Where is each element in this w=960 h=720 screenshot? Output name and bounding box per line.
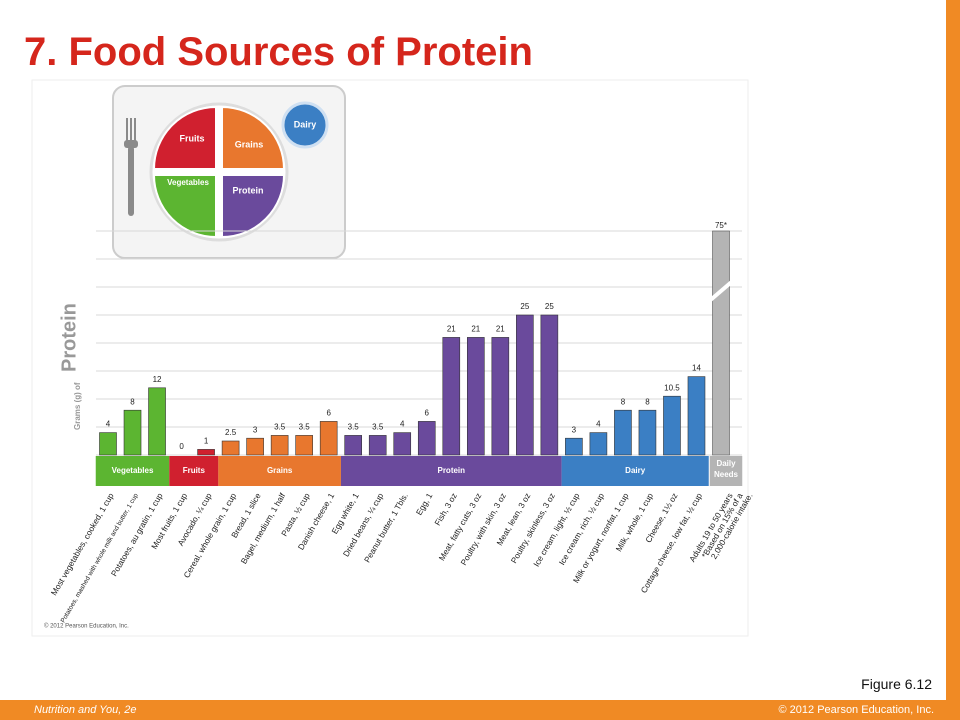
plate-dairy (281, 101, 329, 149)
group-band (169, 456, 219, 486)
bar (614, 409, 632, 456)
footer-left: Nutrition and You, 2e (34, 704, 137, 716)
plate-label: Grains (235, 139, 264, 149)
value-label: 3.5 (274, 423, 286, 432)
bar (663, 395, 681, 456)
value-label: 3.5 (299, 423, 311, 432)
bar (687, 376, 706, 456)
side-stripe (946, 0, 960, 700)
group-band (340, 456, 562, 486)
value-label: 0 (179, 442, 184, 451)
plate (149, 102, 289, 242)
y-axis-label: Protein (58, 303, 80, 372)
plate-grains (221, 105, 286, 170)
footer-right: © 2012 Pearson Education, Inc. (778, 704, 934, 716)
value-label: 6 (425, 409, 430, 418)
bar (516, 314, 534, 456)
bar (246, 437, 264, 456)
value-label: 4 (106, 420, 111, 429)
value-label: 21 (471, 325, 480, 334)
group-band (561, 456, 709, 486)
value-label: 4 (400, 420, 405, 429)
group-band (709, 456, 743, 486)
value-label: 8 (645, 397, 650, 406)
value-label: 21 (447, 325, 456, 334)
bar (295, 435, 313, 456)
myplate: Fruits Grains Vegetables Protein Dairy (112, 85, 346, 259)
value-label: 8 (130, 397, 135, 406)
group-label: Protein (437, 466, 465, 475)
group-label: Grains (267, 466, 293, 475)
value-label: 4 (596, 420, 601, 429)
value-label: 8 (621, 397, 626, 406)
bar (442, 337, 461, 456)
bar (221, 440, 240, 456)
value-label: 25 (520, 302, 529, 311)
bar (368, 435, 387, 456)
plate-protein (221, 174, 286, 239)
plate-label: Fruits (179, 133, 204, 143)
figure-label: Figure 6.12 (861, 676, 932, 692)
value-label: 25 (545, 302, 554, 311)
group-label: Vegetables (112, 466, 154, 475)
bar (123, 409, 142, 456)
bar (712, 230, 730, 456)
value-label: 3 (572, 425, 577, 434)
value-label: 14 (692, 364, 701, 373)
group-label: Fruits (183, 466, 206, 475)
plate-label: Protein (232, 185, 263, 195)
bar (417, 421, 436, 456)
chart: Fruits Grains Vegetables Protein Dairy ©… (31, 79, 755, 637)
axis-break (709, 280, 733, 302)
value-label: 10.5 (664, 383, 680, 392)
value-label: 3.5 (372, 423, 384, 432)
plate-label: Vegetables (167, 178, 209, 187)
group-label: Dairy (625, 466, 646, 475)
group-band (95, 456, 170, 486)
value-label: 12 (153, 375, 162, 384)
value-label: 6 (326, 409, 331, 418)
value-label: 3.5 (348, 423, 360, 432)
bar (99, 432, 117, 456)
group-label: Daily Needs (713, 459, 738, 479)
y-axis-label: Grams (g) of (73, 382, 82, 430)
bar (638, 409, 657, 456)
bar (344, 435, 363, 456)
bar (540, 314, 559, 456)
bar (589, 432, 608, 456)
value-label: 21 (496, 325, 505, 334)
plate-vegetables (152, 174, 217, 239)
value-label: 75* (715, 221, 727, 230)
bar (565, 437, 583, 456)
bar (466, 337, 485, 456)
value-label: 1 (204, 437, 209, 446)
chart-credit: © 2012 Pearson Education, Inc. (44, 623, 129, 630)
fork (124, 118, 138, 216)
bar (491, 337, 510, 456)
value-label: 3 (253, 425, 258, 434)
value-label: 2.5 (225, 428, 237, 437)
bar (197, 449, 215, 456)
bar (270, 435, 289, 456)
plate-fruits (152, 105, 217, 170)
footer: Nutrition and You, 2e © 2012 Pearson Edu… (0, 700, 960, 720)
plate-label: Dairy (294, 119, 317, 129)
bar (148, 387, 166, 456)
bar (319, 421, 338, 456)
slide-title: 7. Food Sources of Protein (24, 30, 533, 74)
group-band (218, 456, 341, 486)
bar (393, 432, 412, 456)
